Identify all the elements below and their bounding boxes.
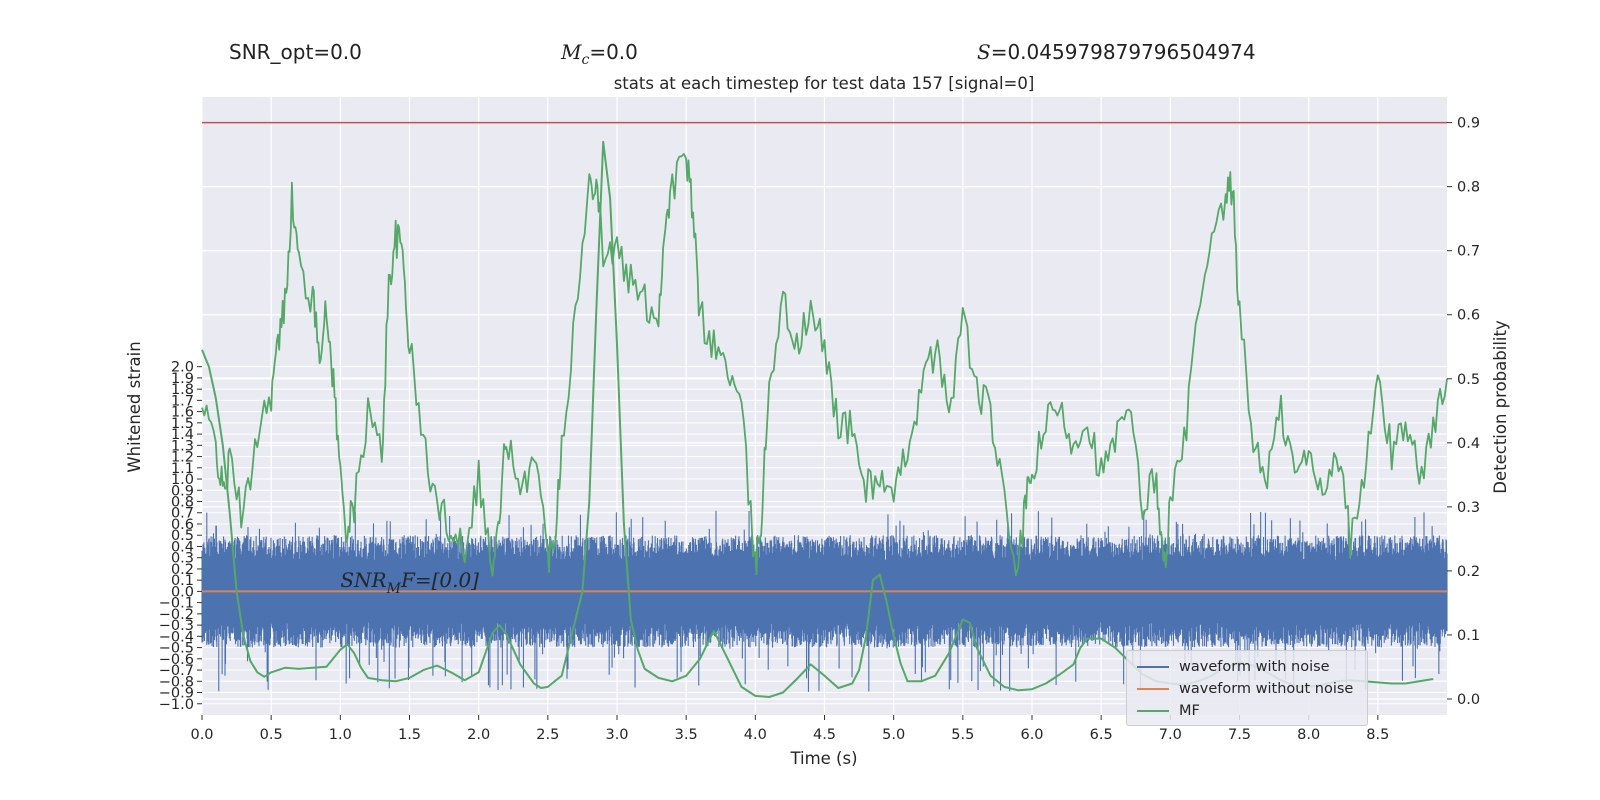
y-left-tick-label: −0.8 (159, 674, 194, 690)
y-left-tick-label: −0.9 (159, 686, 194, 702)
y-right-tick-label: 0.8 (1457, 180, 1480, 196)
x-tick-label: 5.0 (882, 727, 905, 743)
y-left-tick-label: 1.1 (171, 461, 194, 477)
legend-label-clean: waveform without noise (1179, 681, 1354, 697)
y-left-tick-label: −0.2 (159, 607, 194, 623)
x-tick-label: 8.0 (1297, 727, 1320, 743)
y-left-tick-label: 1.3 (171, 438, 194, 454)
y-right-tick-label: 0.4 (1457, 436, 1480, 452)
series-detection-probability (201, 153, 1448, 577)
x-tick-label: 6.0 (1020, 727, 1043, 743)
y-left-tick-label: 2.0 (171, 360, 194, 376)
snr-mf-annotation: SNRMF=[0.0] (340, 568, 479, 597)
x-tick-label: 1.0 (329, 727, 352, 743)
x-tick-label: 4.5 (813, 727, 836, 743)
y-left-tick-label: 0.1 (171, 573, 194, 589)
y-left-tick-label: −0.6 (159, 652, 194, 668)
x-tick-label: 1.5 (398, 727, 421, 743)
legend-swatch-mf (1137, 710, 1169, 712)
y-right-tick-label: 0.9 (1457, 116, 1480, 132)
x-tick-label: 5.5 (951, 727, 974, 743)
y-right-tick-label: 0.3 (1457, 500, 1480, 516)
y-left-tick-label: 1.9 (171, 371, 194, 387)
x-tick-label: 7.0 (1159, 727, 1182, 743)
x-tick-label: 7.5 (1228, 727, 1251, 743)
y-left-tick-label: 1.0 (171, 472, 194, 488)
x-tick-label: 0.0 (190, 727, 213, 743)
x-tick-label: 0.5 (260, 727, 283, 743)
x-tick-label: 4.0 (744, 727, 767, 743)
x-tick-label: 6.5 (1090, 727, 1113, 743)
y-left-tick-label: 1.5 (171, 416, 194, 432)
x-tick-label: 3.5 (675, 727, 698, 743)
chirp-mass-subscript: c (581, 52, 590, 68)
snr-mf-sub: M (386, 581, 402, 597)
s-value: =0.045979879796504974 (990, 40, 1256, 64)
y-right-tick-label: 0.5 (1457, 372, 1480, 388)
x-tick-label: 2.0 (467, 727, 490, 743)
y-left-tick-label: −0.4 (159, 629, 194, 645)
y-right-tick-label: 0.7 (1457, 244, 1480, 260)
legend-item-clean: waveform without noise (1137, 679, 1353, 699)
y-axis-right-label: Detection probability (1491, 320, 1510, 494)
legend-label-mf: MF (1179, 703, 1200, 719)
chirp-mass-header: Mc=0.0 (561, 40, 638, 68)
x-tick-label: 8.5 (1366, 727, 1389, 743)
y-right-tick-label: 0.2 (1457, 564, 1480, 580)
snr-mf-prefix: SNR (340, 568, 386, 592)
y-left-tick-label: 0.9 (171, 483, 194, 499)
y-left-tick-label: 1.7 (171, 393, 194, 409)
y-left-tick-label: 1.2 (171, 450, 194, 466)
legend-swatch-clean (1137, 688, 1169, 690)
legend-label-noise: waveform with noise (1179, 659, 1330, 675)
chirp-mass-value: =0.0 (589, 40, 638, 64)
s-symbol: S (977, 40, 991, 64)
legend-swatch-noise (1137, 666, 1169, 668)
x-tick-label: 3.0 (605, 727, 628, 743)
y-left-tick-label: −0.7 (159, 663, 194, 679)
y-left-tick-label: 0.2 (171, 562, 194, 578)
y-left-tick-label: −0.5 (159, 641, 194, 657)
y-left-tick-label: −1.0 (159, 697, 194, 713)
y-right-tick-label: 0.6 (1457, 308, 1480, 324)
x-axis-label: Time (s) (789, 749, 857, 768)
y-left-tick-label: −0.3 (159, 618, 194, 634)
legend-item-mf: MF (1137, 701, 1200, 721)
chirp-mass-symbol: M (561, 40, 582, 64)
y-left-tick-label: 0.8 (171, 495, 194, 511)
y-left-tick-label: 1.4 (171, 427, 194, 443)
y-left-tick-label: 1.6 (171, 405, 194, 421)
axes: 0.0 0.5 1.0 1.5 2.0 2.5 3.0 3.5 4.0 4.5 5.0 5.5 6.0 6… (159, 116, 1480, 743)
y-left-tick-label: 0.3 (171, 551, 194, 567)
y-left-tick-label: 0.4 (171, 539, 194, 555)
s-statistic-header: S=0.045979879796504974 (977, 40, 1256, 64)
legend-item-noise: waveform with noise (1137, 657, 1330, 677)
y-right-tick-label: 0.1 (1457, 628, 1480, 644)
y-left-tick-label: 0.7 (171, 506, 194, 522)
legend: waveform with noise waveform without noi… (1126, 650, 1368, 726)
snr-opt-header: SNR_opt=0.0 (229, 40, 362, 64)
snr-mf-suffix-f: F=[0.0] (400, 568, 479, 592)
y-left-tick-label: 0.0 (171, 584, 194, 600)
x-tick-label: 2.5 (536, 727, 559, 743)
y-left-tick-label: −0.1 (159, 596, 194, 612)
y-left-tick-label: 1.8 (171, 382, 194, 398)
y-left-tick-label: 0.5 (171, 528, 194, 544)
y-left-tick-label: 0.6 (171, 517, 194, 533)
y-right-tick-label: 0.0 (1457, 692, 1480, 708)
chart-title: stats at each timestep for test data 157… (614, 74, 1035, 93)
y-axis-left-label: Whitened strain (125, 341, 144, 472)
